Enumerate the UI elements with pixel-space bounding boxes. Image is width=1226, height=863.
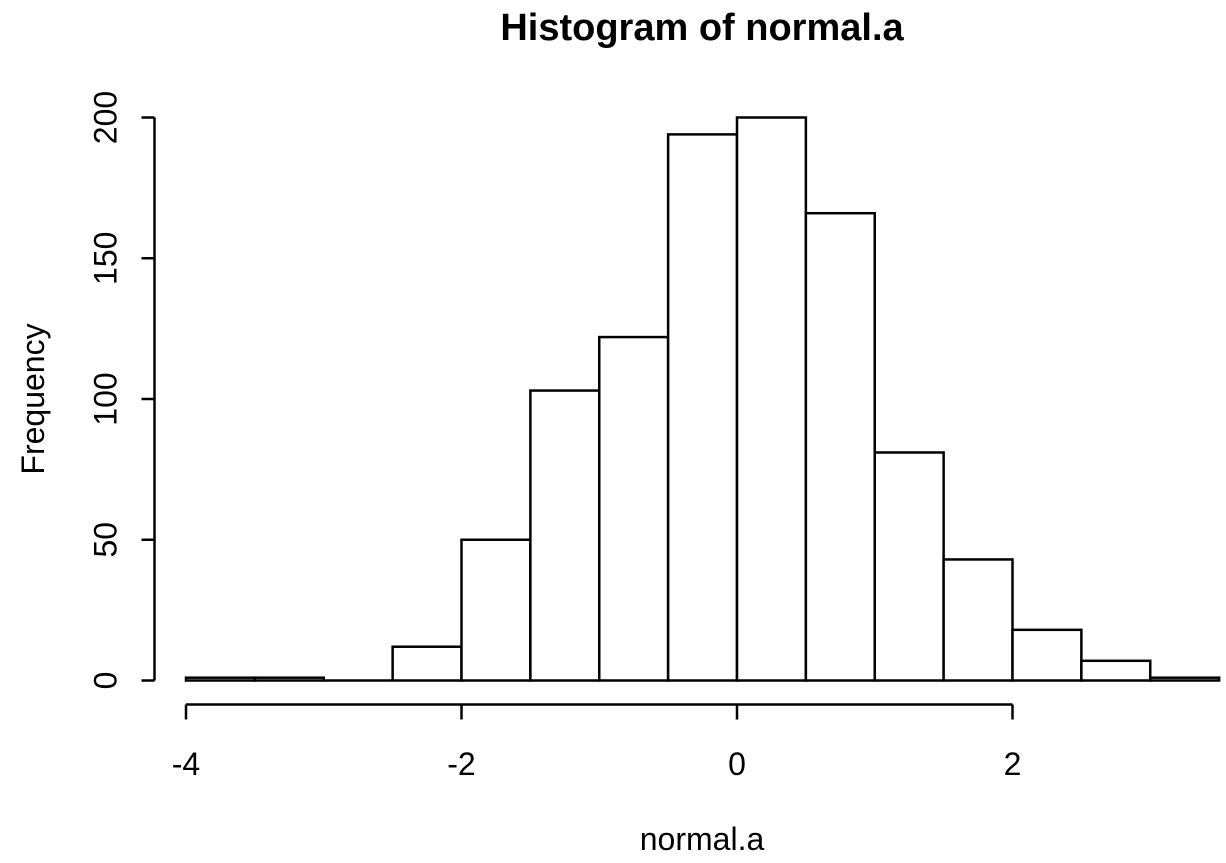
- histogram-bar: [529, 389, 601, 682]
- histogram-bar: [1011, 628, 1083, 682]
- y-tick-label: 150: [87, 232, 123, 285]
- y-axis: 0 50 100 150 200: [87, 91, 156, 690]
- y-axis-label: Frequency: [15, 323, 51, 474]
- y-tick-label: 200: [87, 91, 123, 144]
- histogram-bar: [391, 645, 463, 682]
- y-tick-label: 0: [87, 672, 123, 690]
- histogram-bar: [598, 335, 670, 682]
- x-tick-label: -4: [172, 746, 200, 782]
- histogram-bar: [735, 116, 808, 682]
- x-tick-label: -2: [447, 746, 475, 782]
- y-tick-label: 100: [87, 372, 123, 425]
- x-axis: -4 -2 0 2: [172, 703, 1022, 782]
- histogram-bar: [942, 558, 1014, 682]
- histogram-bar: [1080, 659, 1152, 682]
- histogram-bar: [184, 676, 257, 682]
- histogram-bar: [253, 676, 325, 682]
- histogram-bar: [873, 451, 945, 682]
- y-tick-label: 50: [87, 522, 123, 558]
- chart-title: Histogram of normal.a: [500, 7, 904, 49]
- histogram-bar: [804, 211, 876, 682]
- x-axis-label: normal.a: [640, 821, 765, 857]
- histogram-bar: [1149, 676, 1221, 682]
- bars-group: [184, 116, 1221, 682]
- x-tick-label: 2: [1004, 746, 1022, 782]
- histogram-bar: [666, 133, 739, 682]
- x-tick-label: 0: [728, 746, 746, 782]
- histogram-bar: [460, 538, 532, 682]
